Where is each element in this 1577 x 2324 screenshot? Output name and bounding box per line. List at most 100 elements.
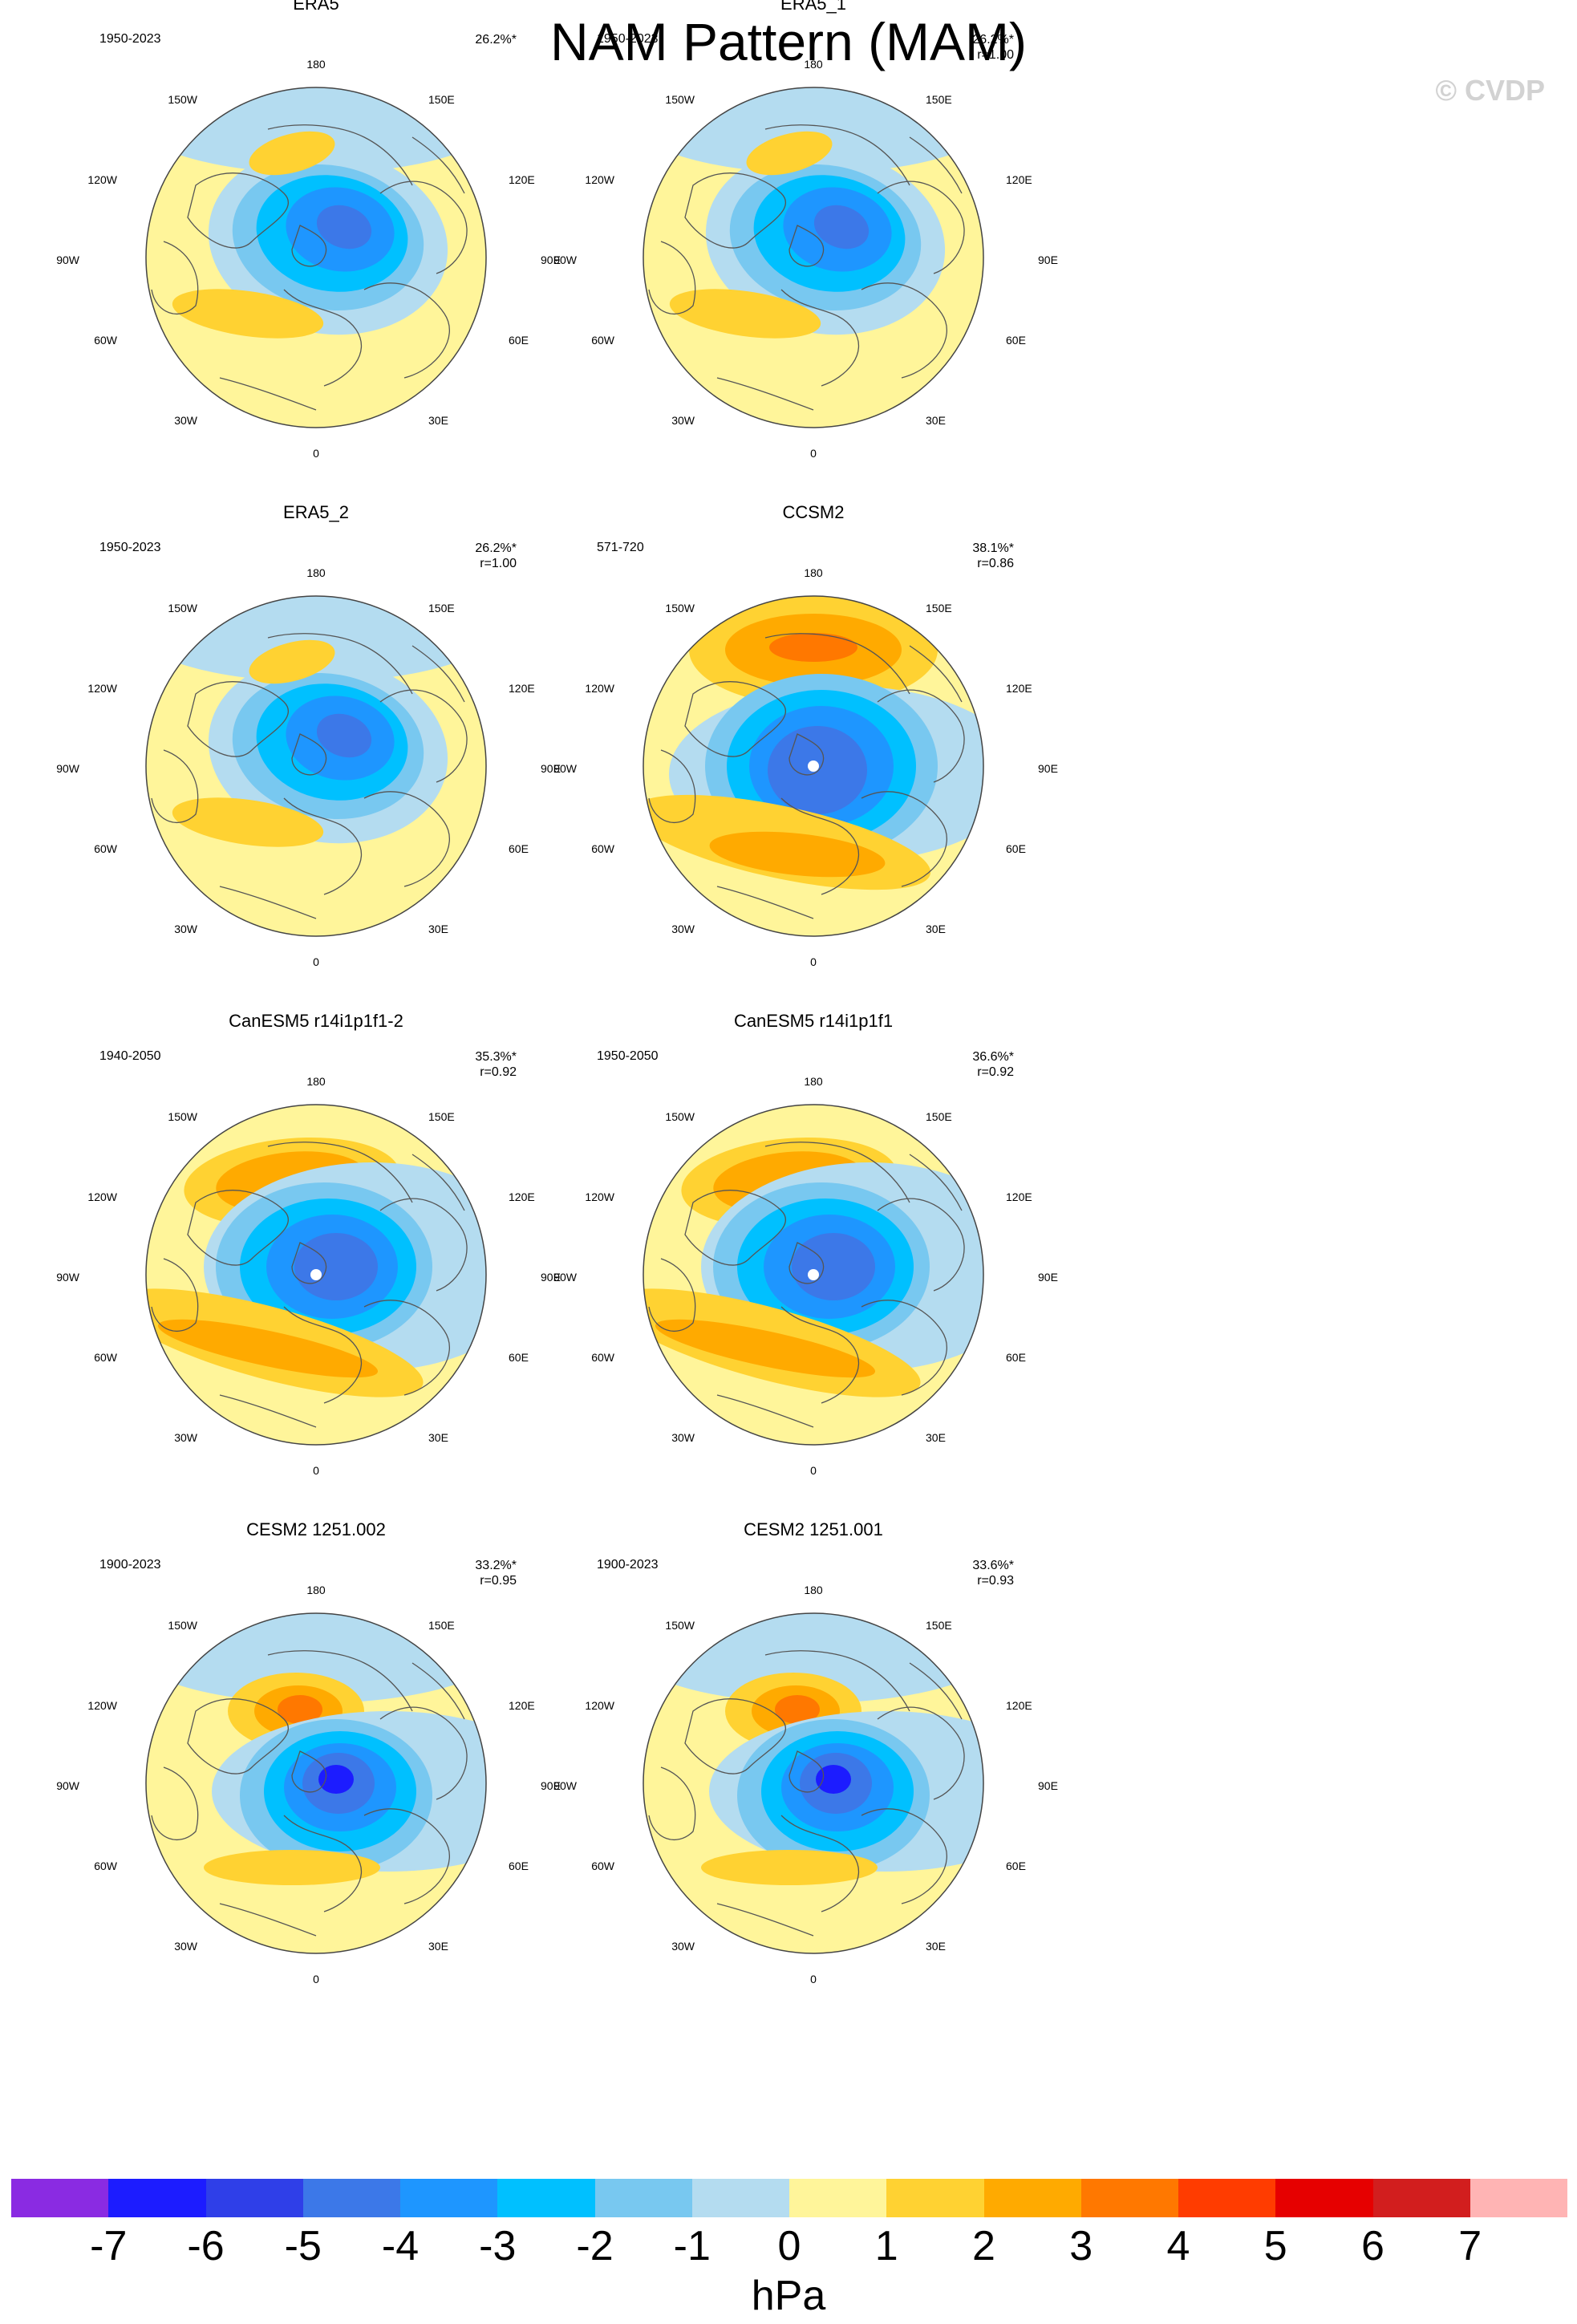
longitude-label: 120W (585, 173, 614, 186)
longitude-label: 90E (541, 1271, 561, 1284)
coastline (909, 1154, 963, 1211)
longitude-label: 60W (94, 1860, 117, 1872)
coastline (379, 1706, 468, 1800)
panel-period: 1950-2023 (99, 32, 161, 46)
coastline (379, 180, 468, 274)
map-border (145, 1104, 487, 1446)
anomaly-contour (655, 1319, 876, 1378)
pole-marker (808, 1269, 819, 1280)
panel-title: ERA5 (293, 0, 339, 14)
panel-variance: 33.6%* r=0.93 (910, 1558, 1014, 1588)
coastline (716, 1903, 814, 1937)
longitude-label: 150W (168, 1619, 197, 1632)
variance-explained: 36.6%* (972, 1050, 1014, 1064)
colorbar-segment (400, 2179, 498, 2217)
coastline (861, 1300, 947, 1396)
longitude-label: 120W (585, 1190, 614, 1203)
coastline (291, 733, 327, 776)
pattern-correlation: r=0.93 (977, 1574, 1014, 1588)
longitude-label: 150W (665, 1619, 695, 1632)
colorbar-tick-label: -3 (479, 2223, 517, 2269)
longitude-label: 120E (1006, 173, 1032, 186)
colorbar-segment (886, 2179, 984, 2217)
longitude-label: 30W (174, 1431, 197, 1444)
longitude-label: 90W (553, 1271, 577, 1284)
coastline (780, 1306, 859, 1404)
coastline (291, 225, 327, 267)
coastline (187, 172, 290, 249)
coastline (411, 1154, 465, 1211)
longitude-label: 90W (56, 762, 79, 775)
longitude-label: 0 (810, 1973, 817, 1985)
coastline (648, 241, 696, 314)
longitude-label: 180 (804, 1584, 823, 1596)
longitude-label: 60E (1006, 334, 1026, 347)
longitude-label: 30E (428, 923, 448, 935)
longitude-label: 150E (926, 1619, 952, 1632)
longitude-label: 60E (509, 1351, 529, 1364)
coastline (684, 1698, 787, 1774)
longitude-label: 60W (591, 842, 614, 855)
coastline (187, 1190, 290, 1266)
coastline (363, 791, 450, 887)
polar-map (643, 1612, 984, 1954)
anomaly-contour (172, 797, 324, 847)
longitude-label: 90W (553, 253, 577, 266)
coastline (861, 1808, 947, 1904)
coastline (877, 1706, 965, 1800)
longitude-label: 0 (810, 955, 817, 968)
colorbar-segment (1080, 2179, 1178, 2217)
coastline (877, 689, 965, 783)
colorbar (11, 2179, 1567, 2217)
anomaly-contour (204, 1850, 380, 1885)
anomaly-contour (146, 1613, 486, 1703)
coastline (363, 282, 450, 379)
pole-marker (808, 760, 819, 772)
polar-map (145, 1104, 487, 1446)
longitude-label: 90W (553, 762, 577, 775)
anomaly-contour (669, 289, 821, 339)
longitude-label: 90W (56, 253, 79, 266)
longitude-label: 0 (313, 447, 319, 460)
figure-title: NAM Pattern (MAM) (549, 12, 1028, 71)
longitude-label: 60W (94, 1351, 117, 1364)
coastline (267, 124, 413, 186)
coastline (909, 136, 963, 194)
colorbar-segment (1470, 2179, 1567, 2217)
anomaly-contour (701, 1850, 878, 1885)
longitude-label: 150E (428, 1110, 455, 1123)
map-panel: ERA5 1950-2023 26.2%* 180 0 90W 90E 150W 120W 60W… (56, 0, 652, 481)
panel-variance: 26.2%* (412, 32, 517, 47)
anomaly-contour (157, 1319, 379, 1378)
colorbar-tick-label: -2 (576, 2223, 614, 2269)
panel-variance: 26.2%* r=1.00 (412, 541, 517, 571)
colorbar-segment (1178, 2179, 1276, 2217)
coastline (151, 749, 199, 823)
longitude-label: 120W (87, 173, 117, 186)
polar-map (145, 87, 487, 428)
panel-variance: 26.2%* r=1.00 (910, 32, 1014, 63)
longitude-label: 30E (926, 923, 946, 935)
longitude-label: 150W (665, 93, 695, 106)
anomaly-contour (249, 131, 335, 176)
coastline (764, 1142, 910, 1203)
watermark: © CVDP (1435, 74, 1545, 107)
colorbar-segment (594, 2179, 692, 2217)
panel-period: 571-720 (597, 541, 644, 554)
coastline (151, 1766, 199, 1840)
panel-variance: 33.2%* r=0.95 (412, 1558, 517, 1588)
longitude-label: 120W (585, 1699, 614, 1712)
variance-explained: 33.2%* (475, 1559, 517, 1572)
pattern-correlation: r=0.86 (977, 557, 1014, 570)
coastline (411, 1662, 465, 1720)
longitude-label: 120E (1006, 682, 1032, 695)
variance-explained: 26.2%* (475, 33, 517, 47)
longitude-label: 180 (306, 1075, 326, 1088)
longitude-label: 60W (94, 842, 117, 855)
polar-map (643, 595, 984, 937)
longitude-label: 30E (428, 1940, 448, 1953)
longitude-label: 90E (541, 253, 561, 266)
colorbar-tick-label: -1 (673, 2223, 711, 2269)
coastline (861, 791, 947, 887)
anomaly-contour (769, 633, 857, 662)
